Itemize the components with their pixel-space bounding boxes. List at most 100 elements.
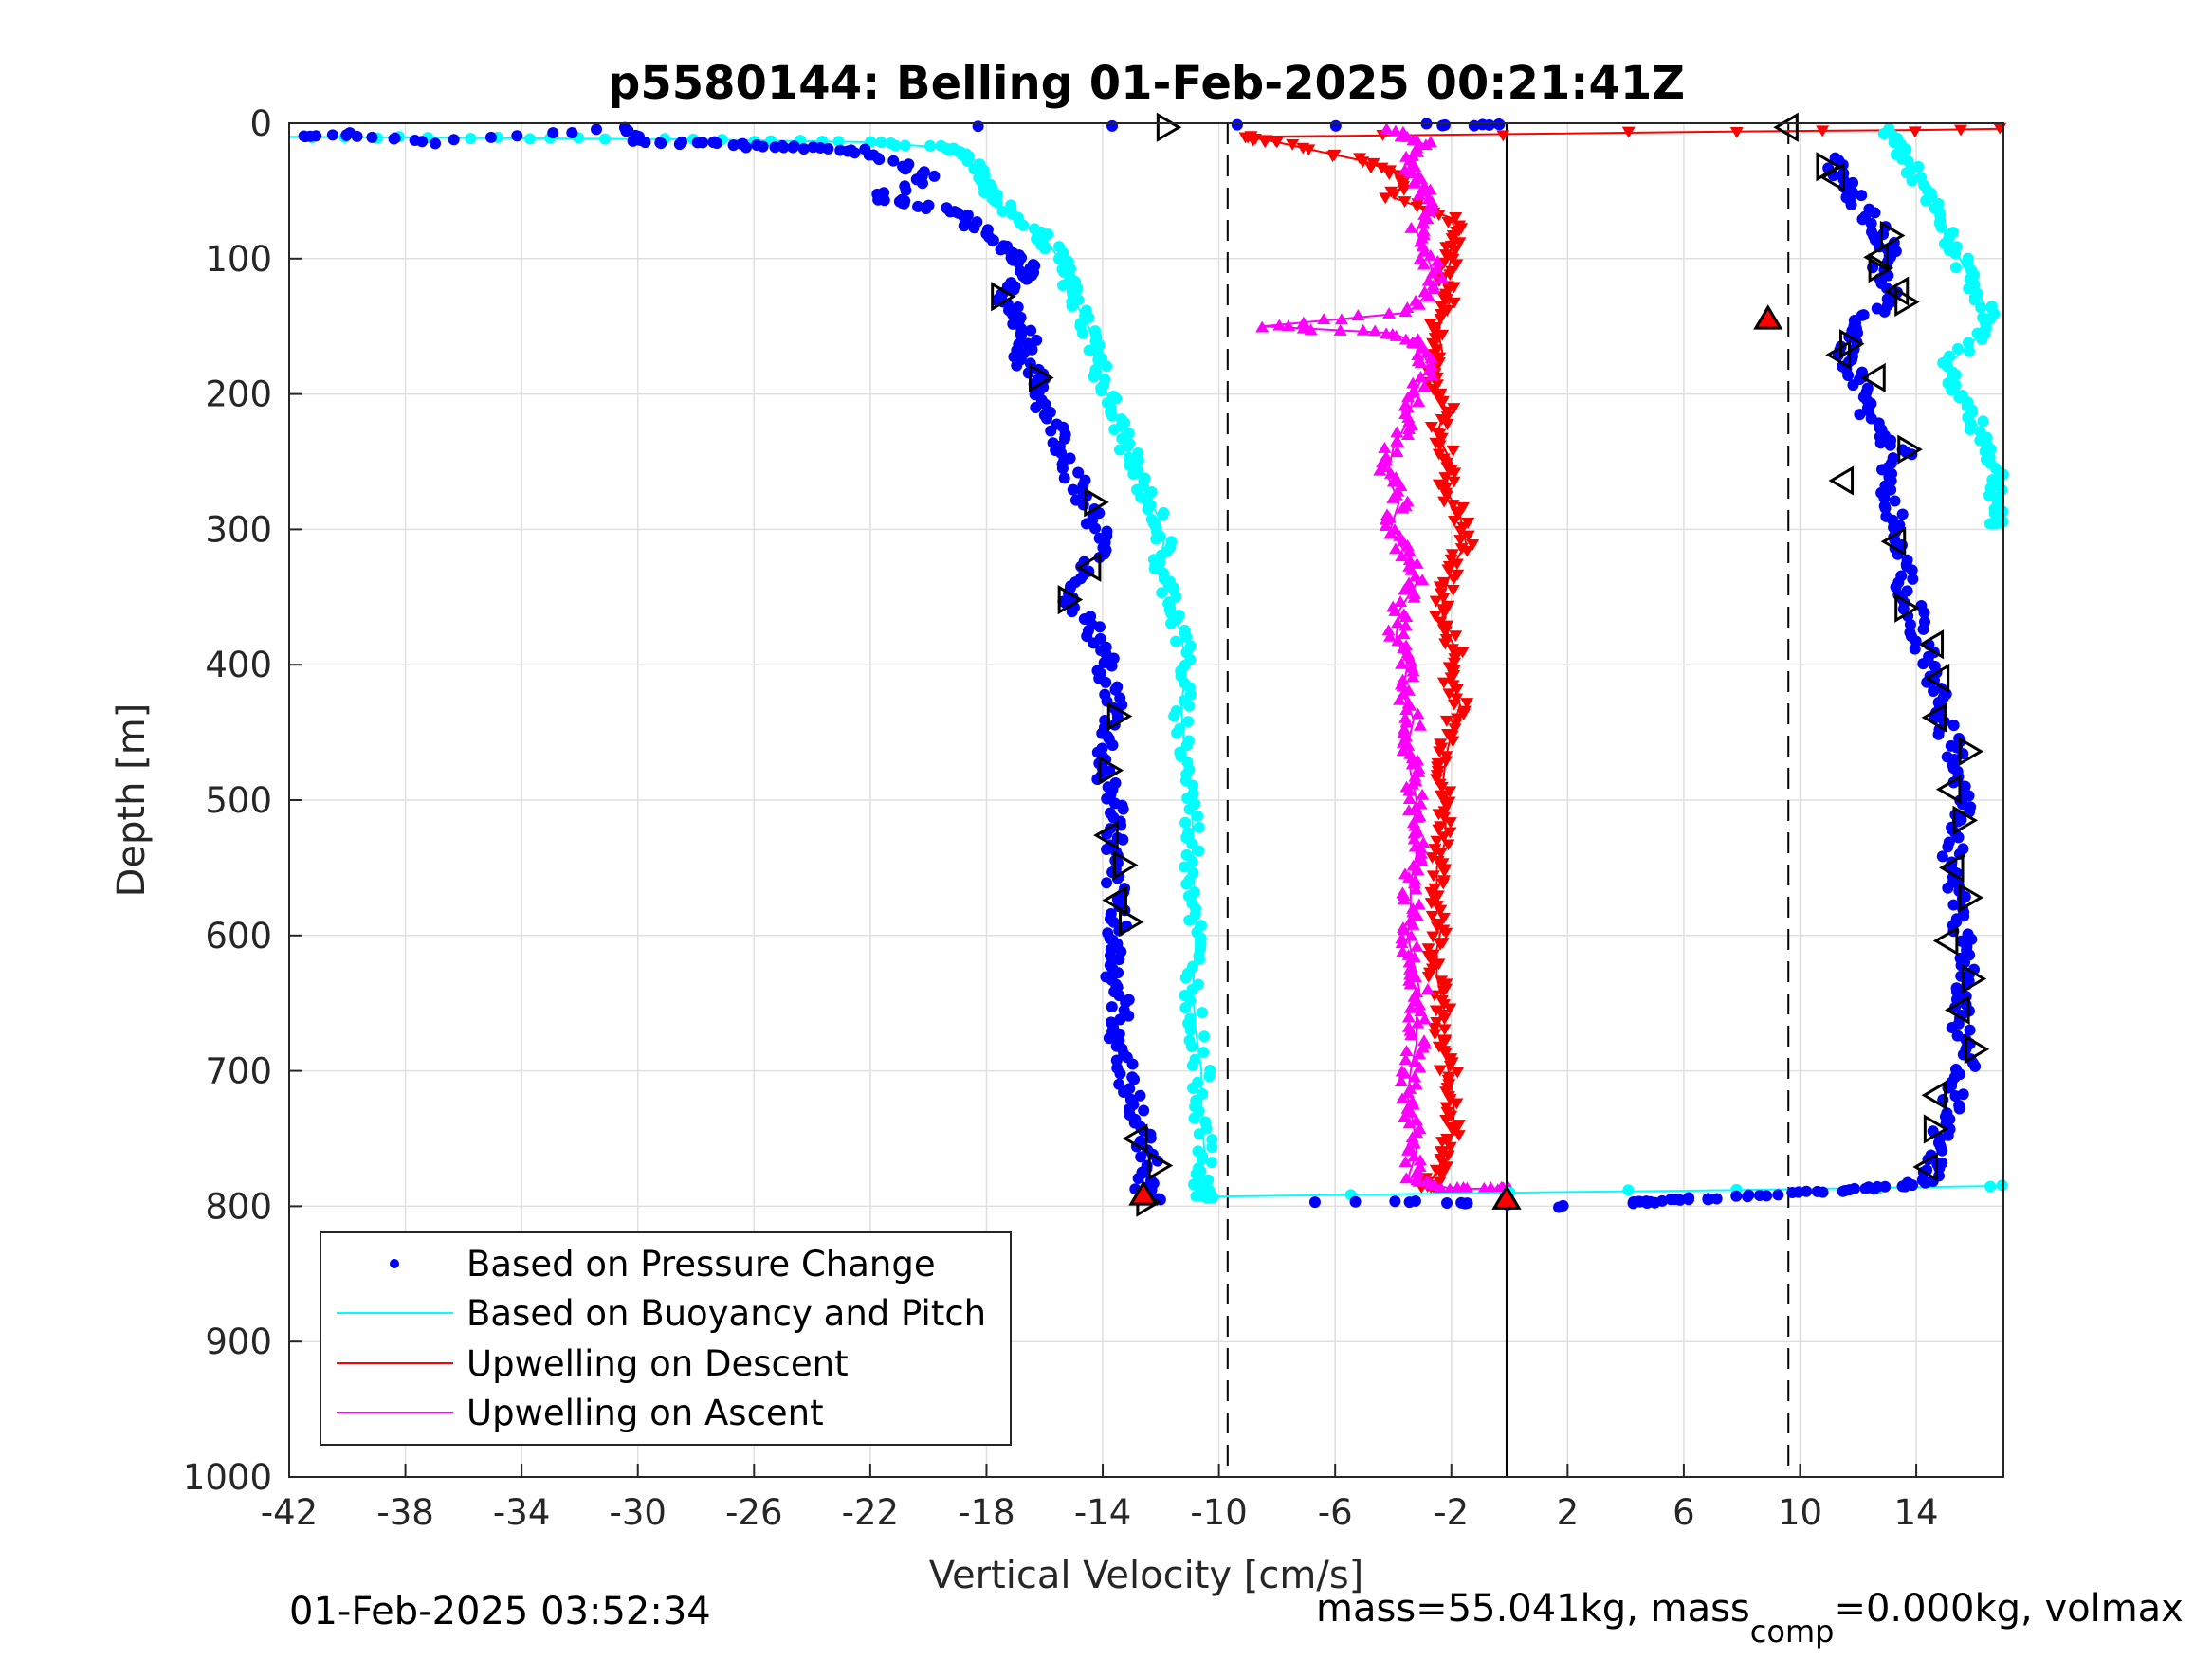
open-left-triangle (1921, 1080, 1947, 1110)
data-point (1413, 188, 1427, 200)
data-point (1432, 824, 1446, 836)
x-tick-label: 14 (1894, 1492, 1939, 1533)
data-point (1450, 693, 1464, 705)
open-left-triangle (1863, 242, 1889, 272)
data-point (1389, 1195, 1401, 1208)
data-point (1407, 1150, 1421, 1162)
data-point (1401, 1011, 1416, 1023)
data-point (1437, 1013, 1452, 1026)
data-point (1187, 779, 1199, 792)
data-point (1621, 126, 1636, 138)
data-point (1889, 495, 1901, 507)
chart-title: p5580144: Belling 01-Feb-2025 00:21:41Z (608, 57, 1685, 110)
data-point (1302, 144, 1316, 156)
data-point (1198, 1030, 1211, 1043)
data-point (1402, 784, 1417, 796)
data-point (1333, 323, 1347, 336)
data-point (1964, 424, 1976, 436)
data-point (1127, 468, 1140, 481)
series-upwelling-on-descent (1238, 122, 2007, 1194)
data-point (958, 220, 970, 232)
data-point (1928, 684, 1940, 697)
data-point (1908, 126, 1922, 138)
open-left-triangle (1860, 362, 1886, 393)
data-point (1438, 638, 1453, 650)
data-point (1414, 1005, 1428, 1017)
data-point (1456, 709, 1471, 720)
data-point (1847, 379, 1859, 392)
data-point (1953, 392, 1965, 404)
data-point (1317, 313, 1331, 325)
data-point (1351, 309, 1365, 321)
data-point (1975, 301, 1987, 314)
data-point (1114, 1013, 1126, 1026)
data-point (1157, 509, 1169, 521)
data-point (1899, 1180, 1911, 1193)
data-point (1109, 684, 1122, 696)
data-point (987, 235, 999, 247)
legend-label-pressure: Based on Pressure Change (466, 1244, 936, 1285)
open-right-triangle (1958, 883, 1984, 913)
x-tick-label: -30 (610, 1492, 667, 1533)
data-point (416, 136, 429, 148)
data-point (1447, 515, 1461, 527)
series-based-on-buoyancy-and-pitch (288, 122, 2009, 1204)
data-point (1106, 119, 1119, 132)
open-right-triangle (1838, 329, 1865, 359)
data-point (566, 126, 578, 138)
data-point (1391, 436, 1405, 448)
data-point (1296, 316, 1310, 328)
data-point (1440, 418, 1454, 430)
data-point (1396, 501, 1410, 514)
data-point (1447, 574, 1461, 585)
data-point (1380, 122, 1394, 135)
data-point (1132, 454, 1144, 466)
open-right-triangle (1879, 220, 1906, 251)
data-point (1415, 854, 1429, 866)
data-point (1417, 258, 1431, 270)
data-point (1445, 233, 1459, 246)
data-point (1402, 554, 1417, 566)
data-point (1969, 1060, 1982, 1072)
data-point (310, 130, 322, 142)
data-point (1007, 318, 1019, 330)
data-point (1183, 700, 1196, 712)
data-point (1436, 985, 1451, 997)
legend-label-ascent: Upwelling on Ascent (466, 1393, 824, 1433)
data-point (1398, 305, 1413, 318)
data-point (1902, 155, 1914, 167)
plot-area (288, 112, 2009, 1217)
data-point (1441, 839, 1455, 851)
data-point (1401, 1143, 1416, 1156)
data-point (1441, 564, 1455, 576)
data-point (1435, 1137, 1450, 1149)
data-point (1983, 518, 1996, 530)
data-point (1184, 1024, 1197, 1036)
data-point (1409, 883, 1423, 895)
data-point (1363, 162, 1378, 174)
data-point (1434, 848, 1448, 860)
open-right-triangle (1119, 906, 1144, 938)
data-point (1439, 715, 1453, 727)
data-point (707, 137, 720, 149)
data-point (1949, 262, 1962, 274)
data-point (1918, 607, 1930, 619)
data-point (1397, 184, 1411, 196)
data-point (1436, 793, 1451, 805)
legend-label-buoyancy: Based on Buoyancy and Pitch (466, 1293, 986, 1334)
data-point (1390, 446, 1404, 458)
data-point (1258, 137, 1272, 149)
data-point (1025, 324, 1037, 337)
data-point (1434, 1181, 1448, 1194)
data-point (1409, 801, 1423, 813)
data-point (1417, 1012, 1432, 1025)
data-point (1399, 1045, 1414, 1057)
data-point (1408, 1070, 1422, 1083)
data-point (1183, 803, 1196, 815)
data-point (1441, 1196, 1453, 1209)
data-point (1325, 151, 1340, 163)
data-point (1117, 833, 1129, 846)
data-point (1401, 428, 1416, 440)
data-point (757, 140, 769, 153)
open-right-triangle (1897, 434, 1923, 465)
